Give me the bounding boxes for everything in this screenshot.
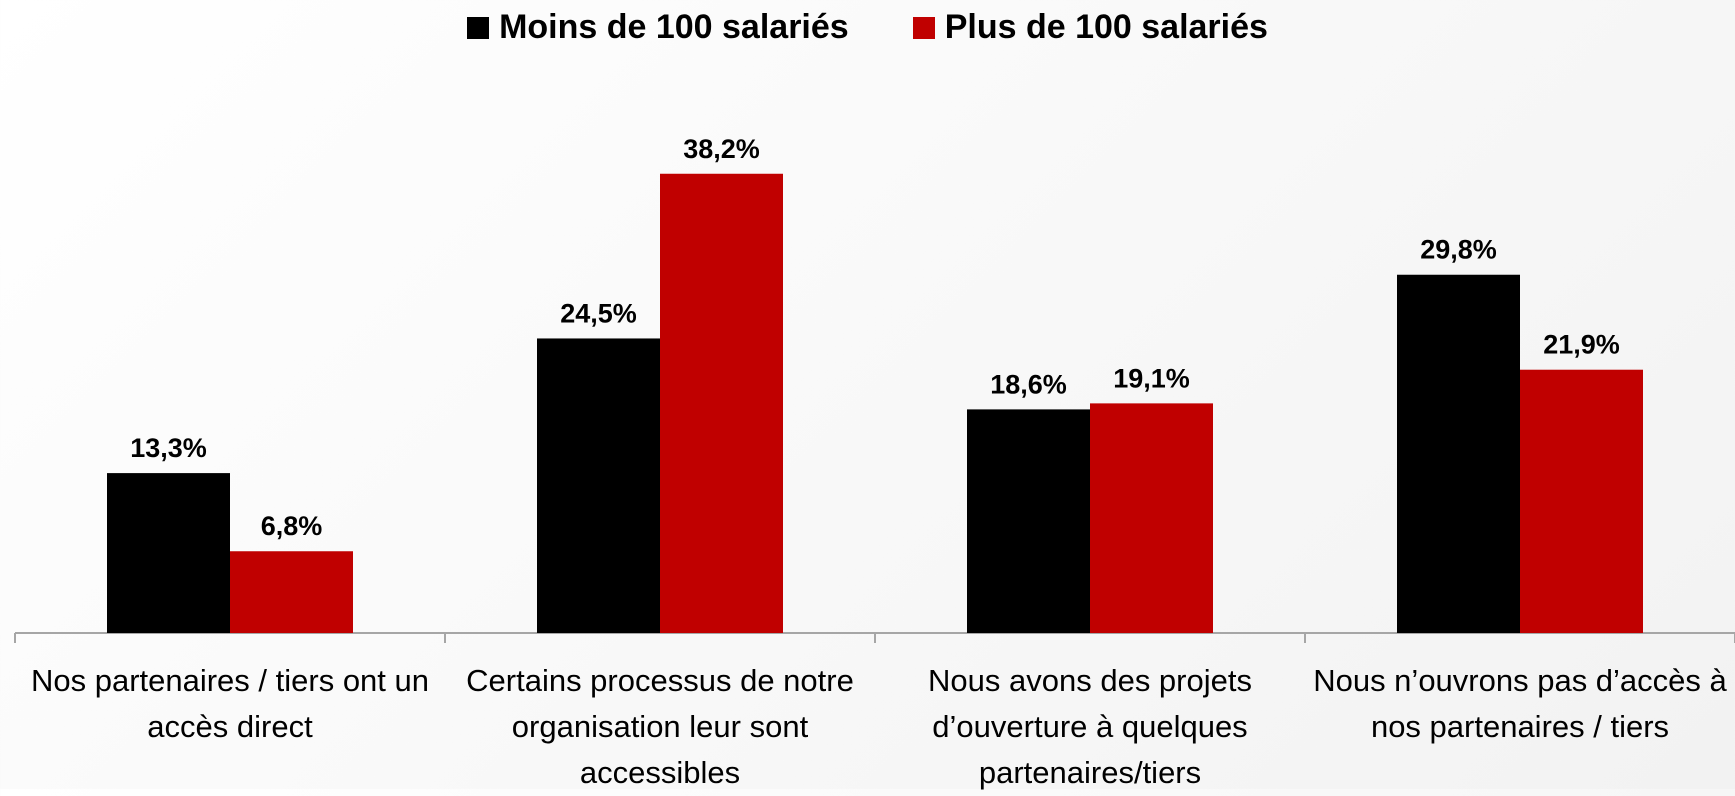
bar	[1397, 274, 1520, 633]
value-label: 6,8%	[261, 511, 323, 541]
bar	[1090, 403, 1213, 633]
bar	[660, 173, 783, 634]
x-tick-label: Certains processus de notre organisation…	[466, 663, 854, 790]
legend-swatch	[912, 16, 935, 39]
value-label: 21,9%	[1543, 330, 1620, 360]
x-tick-label: Nous avons des projets d’ouverture à que…	[928, 663, 1252, 790]
legend-swatch	[467, 16, 490, 39]
value-label: 13,3%	[130, 433, 207, 463]
value-label: 38,2%	[683, 134, 760, 164]
bar	[1520, 369, 1643, 633]
x-tick-label: Nous n’ouvrons pas d’accès à nos partena…	[1313, 663, 1727, 744]
legend-item: Moins de 100 salariés	[467, 8, 849, 47]
bar	[967, 409, 1090, 633]
value-label: 24,5%	[560, 298, 637, 328]
bar	[537, 338, 660, 633]
x-tick-label: Nos partenaires / tiers ont un accès dir…	[30, 663, 430, 744]
bar	[230, 551, 353, 633]
value-label: 29,8%	[1420, 235, 1497, 265]
legend-label: Plus de 100 salariés	[944, 8, 1268, 46]
legend-item: Plus de 100 salariés	[912, 8, 1268, 47]
value-label: 19,1%	[1113, 363, 1190, 393]
bar	[107, 473, 230, 633]
value-label: 18,6%	[990, 369, 1067, 399]
legend: Moins de 100 salariés Plus de 100 salarié…	[0, 8, 1735, 47]
legend-label: Moins de 100 salariés	[499, 8, 849, 46]
